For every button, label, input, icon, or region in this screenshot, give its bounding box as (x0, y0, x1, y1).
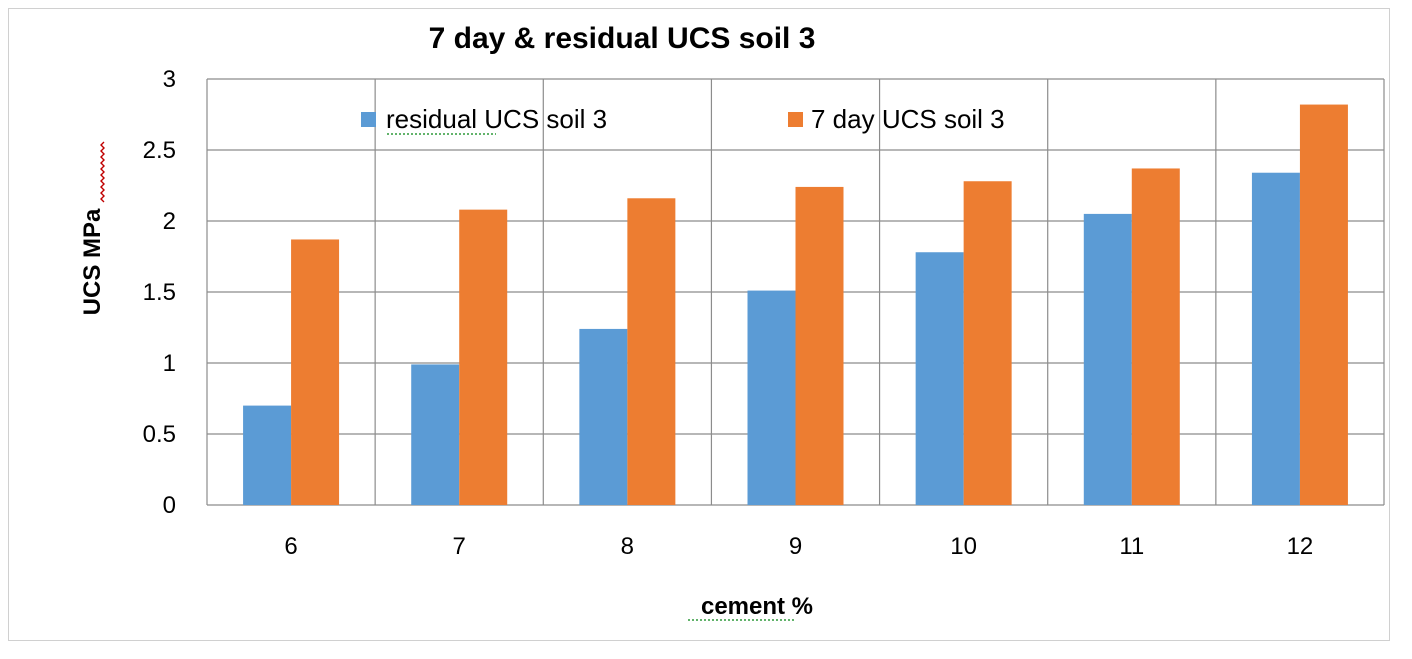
bar-residual-6 (243, 405, 292, 505)
bar-7day-10 (963, 181, 1012, 506)
bar-7day-7 (459, 209, 508, 505)
legend-label-7day: 7 day UCS soil 3 (811, 104, 1005, 134)
bar-residual-7 (411, 364, 460, 505)
bar-7day-9 (795, 186, 844, 506)
bar-7day-8 (627, 198, 676, 505)
x-tick-label: 11 (1119, 533, 1144, 560)
y-label-spellcheck-squiggle (100, 141, 105, 203)
grid-layer (206, 78, 1385, 506)
x-tick-label: 8 (621, 533, 634, 560)
bar-residual-8 (579, 328, 628, 505)
bar-residual-11 (1083, 213, 1132, 505)
x-tick-label: 12 (1287, 533, 1314, 560)
legend: residual UCS soil 3 7 day UCS soil 3 (361, 104, 1005, 135)
bar-residual-10 (915, 252, 964, 505)
x-tick-label: 9 (789, 533, 802, 560)
bar-7day-12 (1299, 104, 1348, 505)
y-tick-label: 2 (163, 208, 176, 235)
y-tick-label: 1.5 (143, 279, 176, 306)
bar-7day-6 (291, 239, 340, 505)
y-tick-label: 0.5 (143, 421, 176, 448)
x-axis-label: cement % (701, 593, 813, 620)
bar-7day-11 (1131, 168, 1180, 505)
chart-title: 7 day & residual UCS soil 3 (429, 22, 816, 55)
y-tick-label: 0 (163, 492, 176, 519)
x-tick-label: 10 (950, 533, 977, 560)
legend-label-residual: residual UCS soil 3 (386, 104, 607, 134)
y-axis-label: UCS MPa (79, 208, 106, 315)
y-tick-label: 1 (163, 350, 176, 377)
y-tick-label: 3 (163, 66, 176, 93)
legend-swatch-residual (361, 112, 376, 127)
bar-residual-12 (1251, 172, 1300, 505)
legend-swatch-7day (788, 112, 803, 127)
bars-layer (243, 104, 1348, 506)
x-tick-label: 7 (453, 533, 466, 560)
bar-residual-9 (747, 290, 796, 505)
ticks-layer: 0 0.5 1 1.5 2 2.5 3 6 7 8 9 10 11 12 (143, 66, 1314, 560)
x-tick-label: 6 (284, 533, 297, 560)
y-tick-label: 2.5 (143, 137, 176, 164)
